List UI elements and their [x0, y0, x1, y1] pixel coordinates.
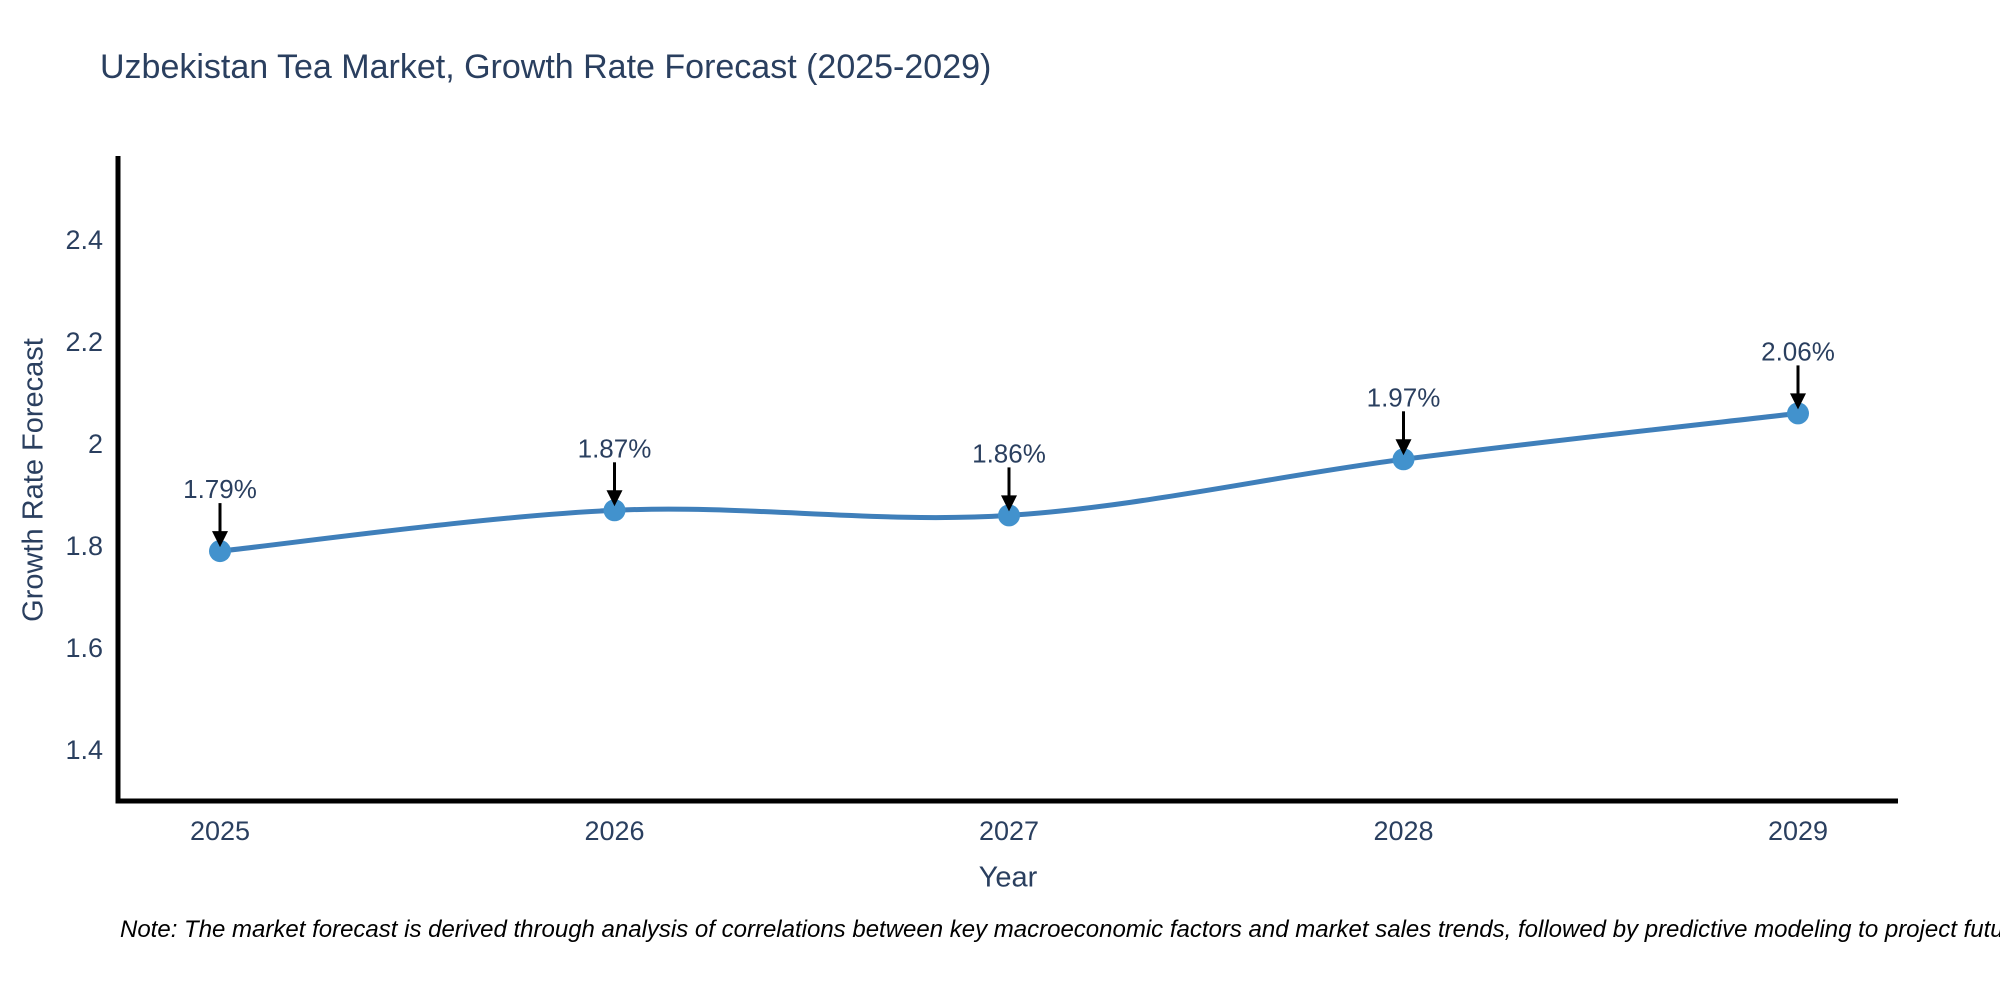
y-tick-label: 1.6: [65, 633, 103, 663]
annotation-arrowhead: [606, 490, 623, 507]
y-tick-label: 2.4: [65, 225, 103, 255]
data-point-marker: [603, 499, 626, 522]
data-point-label: 1.87%: [578, 433, 652, 463]
data-point-label: 2.06%: [1761, 336, 1835, 366]
y-axis-title: Growth Rate Forecast: [17, 338, 50, 622]
data-point-label: 1.79%: [183, 474, 257, 504]
data-point-marker: [1787, 402, 1809, 425]
data-point-label: 1.86%: [972, 438, 1046, 468]
y-tick-label: 2: [88, 429, 103, 459]
data-point-marker: [1392, 448, 1415, 471]
footnote: Note: The market forecast is derived thr…: [120, 916, 2000, 943]
x-tick-label: 2025: [190, 816, 250, 846]
y-tick-label: 2.2: [65, 327, 103, 357]
annotation-arrowhead: [212, 531, 228, 548]
x-tick-label: 2027: [979, 816, 1039, 846]
y-tick-label: 1.8: [65, 531, 103, 561]
annotation-arrowhead: [1395, 439, 1412, 456]
annotation-arrowhead: [1790, 393, 1806, 410]
chart-title: Uzbekistan Tea Market, Growth Rate Forec…: [100, 48, 992, 86]
x-tick-label: 2029: [1768, 816, 1828, 846]
y-tick-label: 1.4: [65, 735, 103, 765]
x-tick-label: 2026: [584, 816, 644, 846]
data-point-marker: [998, 504, 1020, 527]
x-axis-title: Year: [978, 861, 1038, 894]
data-point-label: 1.97%: [1367, 382, 1441, 412]
annotation-arrowhead: [1001, 495, 1017, 512]
x-tick-label: 2028: [1373, 816, 1433, 846]
data-point-marker: [209, 540, 231, 563]
